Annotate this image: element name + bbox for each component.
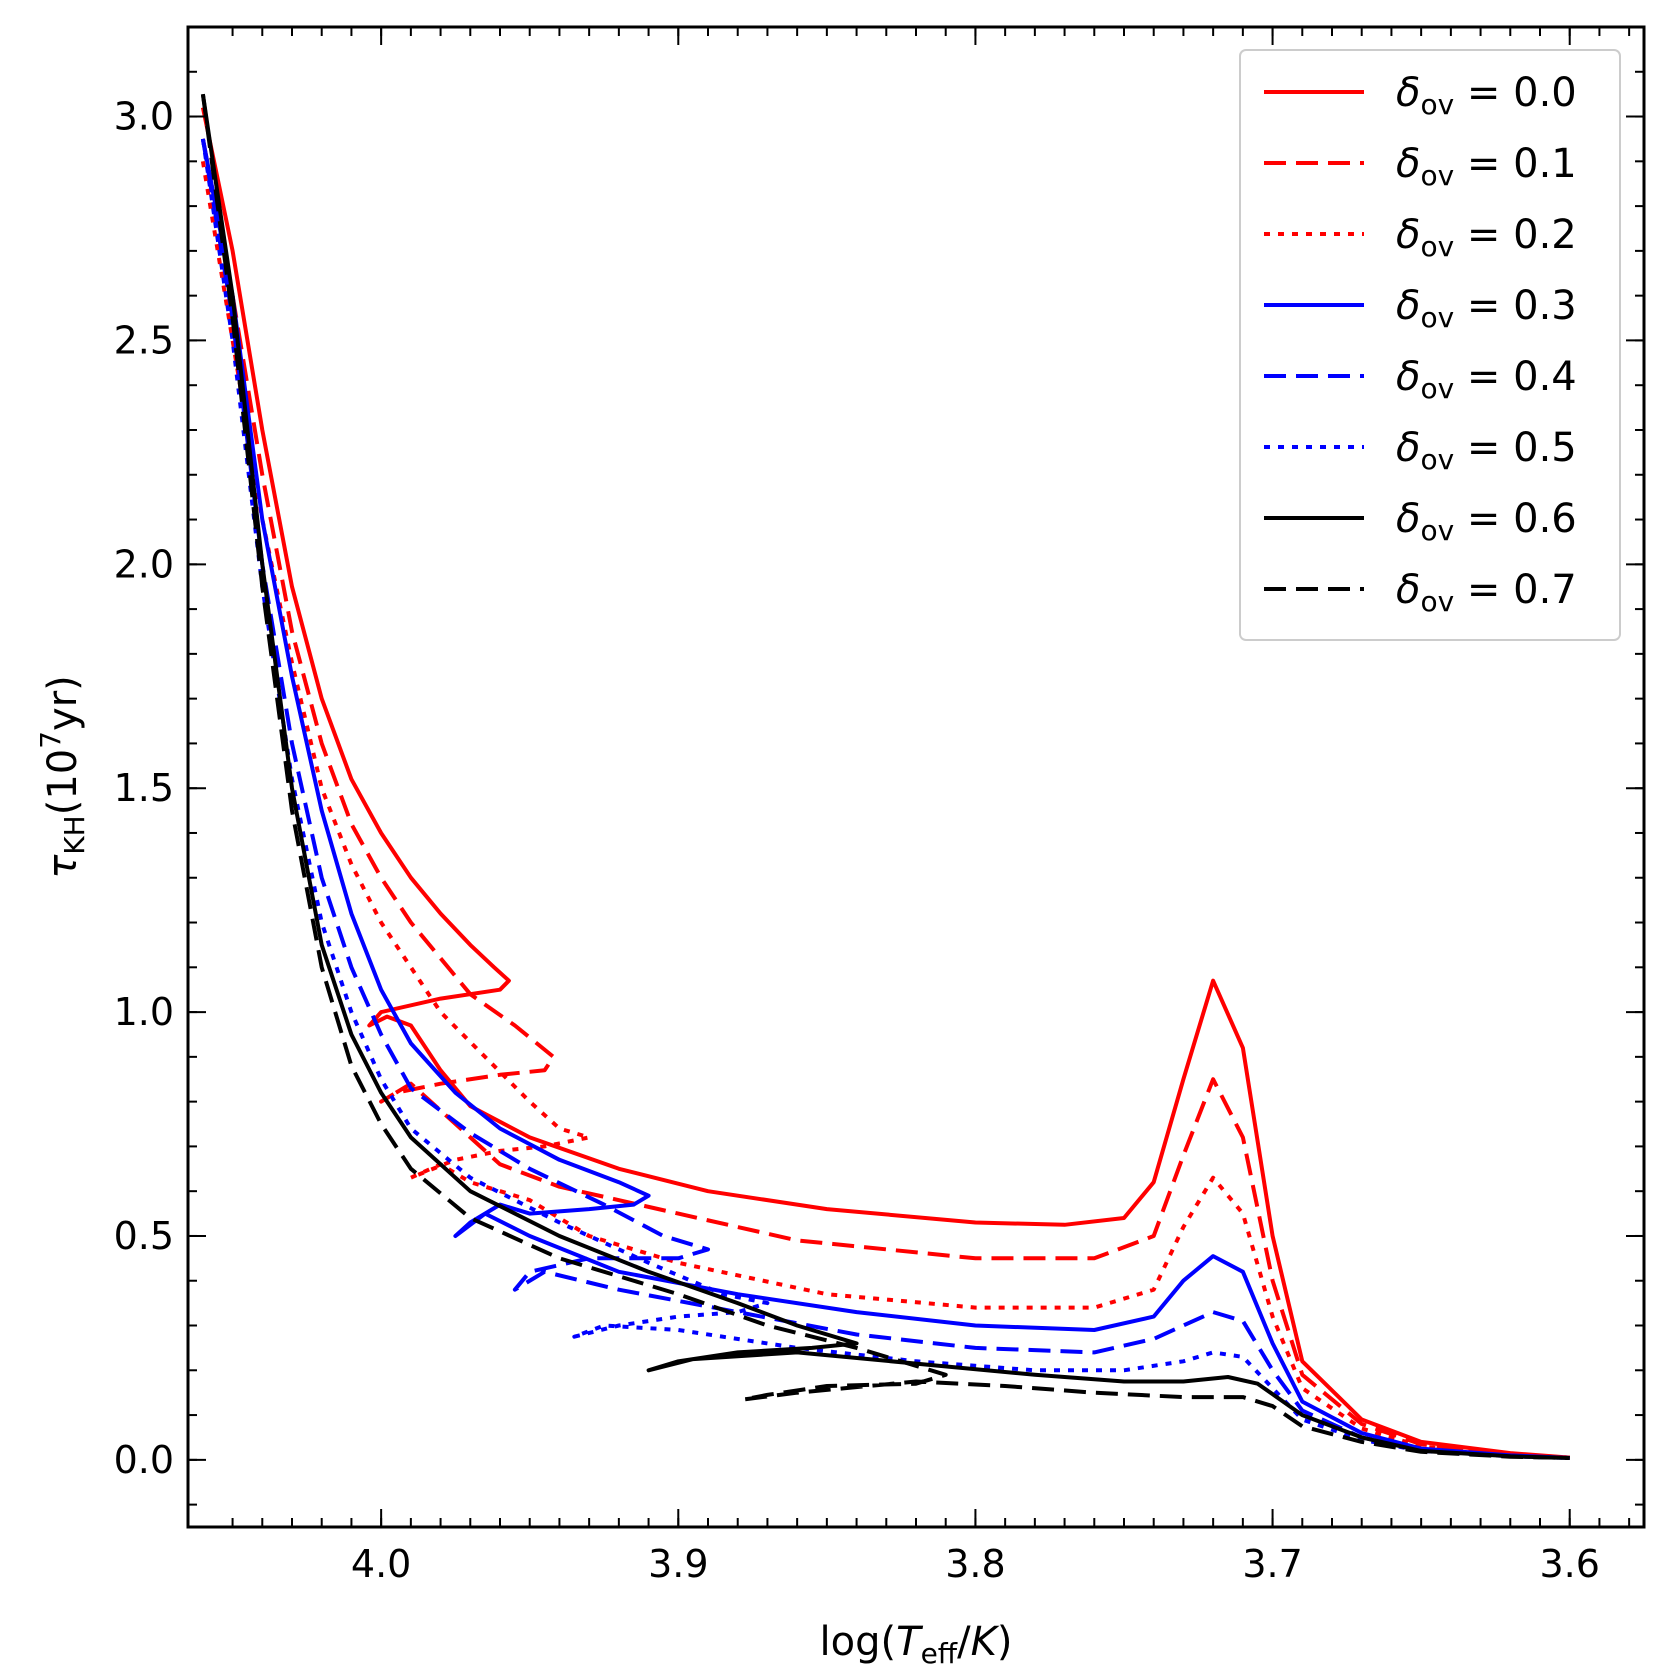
x-label-var: T xyxy=(896,1619,924,1665)
x-label-mid: / xyxy=(957,1619,971,1665)
y-label-sub: KH xyxy=(58,815,91,854)
legend-label-3: δov = 0.3 xyxy=(1396,283,1577,334)
x-tick-label: 3.8 xyxy=(945,1542,1005,1586)
series-line-5 xyxy=(200,138,1570,1460)
y-tick-label: 0.5 xyxy=(114,1214,174,1258)
series-layer xyxy=(200,93,1570,1460)
y-tick-label: 2.5 xyxy=(114,318,174,362)
tick-label-layer: 4.0 3.9 3.8 3.7 3.6 0.0 0.5 1.0 1.5 2.0 2.5 3.0 xyxy=(114,95,1600,1586)
x-tick-label: 3.9 xyxy=(648,1542,708,1586)
series-line-0 xyxy=(200,107,1570,1460)
y-tick-label: 0.0 xyxy=(114,1438,174,1482)
x-tick-label: 3.6 xyxy=(1539,1542,1599,1586)
series-line-4 xyxy=(200,138,1570,1460)
y-label-sup: 7 xyxy=(34,731,67,749)
y-axis-label: τKH(107yr) xyxy=(34,675,91,879)
legend-label-0: δov = 0.0 xyxy=(1396,70,1577,121)
series-line-7 xyxy=(200,93,1570,1460)
x-axis-label: log(Teff/K) xyxy=(820,1619,1013,1670)
legend-label-2: δov = 0.2 xyxy=(1396,212,1577,263)
x-tick-label: 4.0 xyxy=(351,1542,411,1586)
legend-label-1: δov = 0.1 xyxy=(1396,141,1577,192)
x-label-sub: eff xyxy=(921,1637,958,1670)
x-label-prefix: log( xyxy=(820,1619,897,1665)
legend-label-4: δov = 0.4 xyxy=(1396,354,1577,405)
y-tick-label: 1.5 xyxy=(114,766,174,810)
series-line-6 xyxy=(200,93,1570,1460)
legend: δov = 0.0 δov = 0.1 δov = 0.2 δov = 0.3 δov … xyxy=(1239,49,1621,641)
series-line-1 xyxy=(200,138,1570,1460)
legend-label-6: δov = 0.6 xyxy=(1396,496,1577,547)
plot-frame xyxy=(186,25,1646,1529)
y-tick-label: 2.0 xyxy=(114,542,174,586)
y-label-open: (10 xyxy=(40,749,86,816)
y-tick-label: 3.0 xyxy=(114,95,174,139)
series-line-3 xyxy=(200,138,1570,1460)
y-tick-label: 1.0 xyxy=(114,990,174,1034)
x-label-suffix: ) xyxy=(997,1619,1013,1665)
y-label-symbol: τ xyxy=(40,854,86,879)
legend-label-7: δov = 0.7 xyxy=(1396,567,1577,618)
y-label-close: yr) xyxy=(40,675,86,731)
x-tick-label: 3.7 xyxy=(1242,1542,1302,1586)
x-label-unit: K xyxy=(971,1619,1000,1665)
legend-box xyxy=(1239,49,1621,641)
legend-label-5: δov = 0.5 xyxy=(1396,425,1577,476)
legend-entries: δov = 0.0 δov = 0.1 δov = 0.2 δov = 0.3 δov … xyxy=(1264,70,1577,618)
